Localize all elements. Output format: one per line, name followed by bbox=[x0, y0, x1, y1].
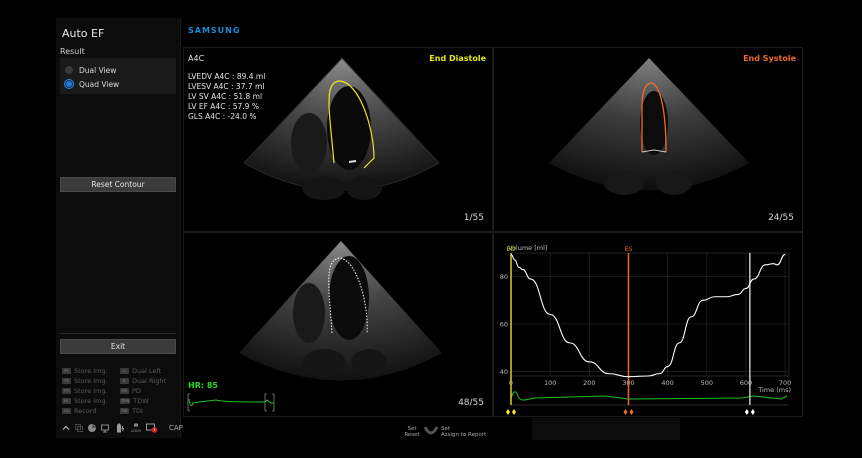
radio-checked-icon bbox=[65, 80, 73, 88]
heart-rate: HR: 85 bbox=[188, 381, 218, 390]
echo-image-cine bbox=[239, 241, 442, 381]
reset-contour-button[interactable]: Reset Contour bbox=[60, 177, 176, 192]
shortcut-p3: P3 Store Img. bbox=[62, 387, 108, 395]
monitor-icon[interactable] bbox=[100, 423, 110, 433]
divider bbox=[60, 333, 176, 334]
echo-image-ed bbox=[243, 57, 440, 200]
set-reset-label: Set Reset bbox=[404, 426, 420, 438]
x-tick-label: 500 bbox=[701, 379, 713, 387]
end-systole-pane[interactable]: End Systole 24/55 bbox=[493, 47, 803, 232]
x-tick-label: 100 bbox=[544, 379, 556, 387]
x-tick-label: 200 bbox=[583, 379, 595, 387]
shortcut-u2: U2 Record bbox=[62, 407, 96, 415]
quad-view-radio[interactable]: Quad View bbox=[65, 78, 119, 90]
volume-graph-pane[interactable]: Volume [ml]0100200300400500600700406080T… bbox=[493, 232, 803, 417]
lv-sv-value: LV SV A4C : 51.8 ml bbox=[188, 92, 263, 101]
marker-handle-icon[interactable] bbox=[750, 409, 755, 415]
cine-pane[interactable]: HR: 85 48/55 bbox=[183, 232, 493, 417]
view-mode-group: Dual View Quad View bbox=[60, 58, 176, 94]
phase-marker-label: ED bbox=[506, 245, 515, 253]
panel-title: Auto EF bbox=[62, 27, 105, 40]
knob-icon bbox=[423, 426, 439, 435]
set-assign-label: Set Assign to Report bbox=[441, 426, 487, 438]
system-tray: ADNR CAP bbox=[56, 420, 183, 438]
lvedv-value: LVEDV A4C : 89.4 ml bbox=[188, 72, 266, 81]
radio-unchecked-icon bbox=[65, 66, 73, 74]
brand-logo: SAMSUNG bbox=[188, 26, 241, 35]
shortcut-u1: U1 Store Img. bbox=[62, 397, 108, 405]
gls-value: GLS A4C : -24.0 % bbox=[188, 112, 257, 121]
marker-handle-icon[interactable] bbox=[506, 409, 510, 415]
phase-marker-label: ES bbox=[624, 245, 632, 253]
report-area bbox=[532, 418, 680, 440]
frame-counter: 1/55 bbox=[463, 213, 484, 223]
result-label: Result bbox=[60, 47, 85, 56]
lvesv-value: LVESV A4C : 37.7 ml bbox=[188, 82, 265, 91]
quad-view-label: Quad View bbox=[79, 79, 120, 89]
volume-curve bbox=[510, 253, 786, 378]
lv-ef-value: LV EF A4C : 57.9 % bbox=[188, 102, 259, 111]
shortcut-p2: P2 Store Img. bbox=[62, 377, 108, 385]
x-tick-label: 400 bbox=[661, 379, 673, 387]
view-name: A4C bbox=[188, 54, 205, 63]
end-systole-label: End Systole bbox=[743, 54, 796, 63]
marker-handle-icon[interactable] bbox=[623, 409, 628, 415]
shortcut-pd: PD PD bbox=[120, 387, 141, 395]
x-tick-label: 700 bbox=[779, 379, 791, 387]
ecg-trace-mini bbox=[187, 393, 275, 412]
ecg-trace bbox=[510, 391, 788, 401]
end-diastole-label: End Diastole bbox=[429, 54, 486, 63]
caps-lock-indicator: CAP bbox=[169, 424, 183, 432]
adnr-icon: ADNR bbox=[131, 423, 142, 433]
volume-time-chart[interactable]: Volume [ml]0100200300400500600700406080T… bbox=[494, 233, 803, 417]
dual-view-radio[interactable]: Dual View bbox=[65, 64, 116, 76]
marker-handle-icon[interactable] bbox=[512, 409, 516, 415]
end-diastole-pane[interactable]: A4C LVEDV A4C : 89.4 ml LVESV A4C : 37.7… bbox=[183, 47, 493, 232]
echo-image-es bbox=[549, 58, 749, 195]
frame-counter: 48/55 bbox=[458, 398, 484, 408]
shortcut-l: L Dual Left bbox=[120, 367, 161, 375]
alert-icon[interactable] bbox=[146, 423, 158, 433]
battery-icon bbox=[117, 423, 125, 433]
x-axis-label: Time (ms) bbox=[757, 386, 791, 394]
y-axis-label: Volume [ml] bbox=[508, 244, 547, 252]
frame-counter: 24/55 bbox=[768, 213, 794, 223]
dual-view-label: Dual View bbox=[79, 65, 117, 75]
disk-icon[interactable] bbox=[87, 423, 97, 433]
marker-handle-icon[interactable] bbox=[629, 409, 634, 415]
x-tick-label: 600 bbox=[740, 379, 752, 387]
shortcut-tdi: TDI TDI bbox=[120, 407, 143, 415]
shortcut-tdw: TDW TDW bbox=[120, 397, 149, 405]
copy-icon[interactable] bbox=[74, 423, 84, 433]
shortcut-p1: P1 Store Img. bbox=[62, 367, 108, 375]
exit-button[interactable]: Exit bbox=[60, 339, 176, 354]
y-tick-label: 60 bbox=[500, 320, 508, 328]
svg-text:ADNR: ADNR bbox=[131, 429, 142, 433]
marker-handle-icon[interactable] bbox=[744, 409, 749, 415]
set-knob-control[interactable]: Set Reset Set Assign to Report bbox=[395, 423, 495, 443]
y-tick-label: 80 bbox=[500, 273, 508, 281]
y-tick-label: 40 bbox=[500, 368, 508, 376]
measurement-list: LVEDV A4C : 89.4 ml LVESV A4C : 37.7 ml … bbox=[188, 72, 265, 122]
chevron-up-icon[interactable] bbox=[61, 423, 71, 433]
auto-ef-panel: Auto EF Result Dual View Quad View Reset… bbox=[56, 18, 181, 438]
shortcut-r: R Dual Right bbox=[120, 377, 166, 385]
